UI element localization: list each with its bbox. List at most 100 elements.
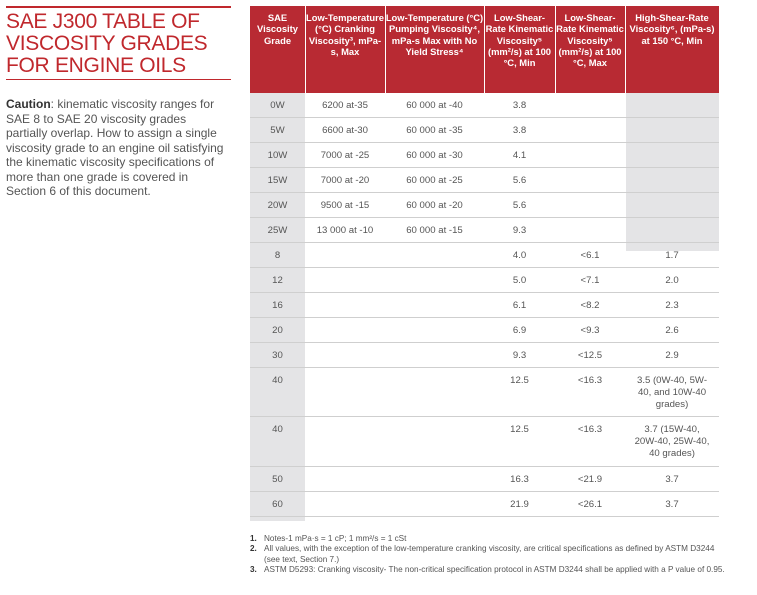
row-divider	[250, 292, 719, 293]
header-kv-max: Low-Shear-Rate Kinematic Viscosity⁵ (mm²…	[556, 12, 624, 69]
cell-pumping	[385, 293, 484, 300]
cell-grade: 40	[272, 375, 283, 386]
cell-kv-min: 12.5	[510, 375, 529, 386]
cell-pumping: 60 000 at -35	[406, 125, 463, 136]
row-divider	[250, 491, 719, 492]
cell-kv-min: 12.5	[510, 424, 529, 435]
cell-cranking	[305, 243, 385, 250]
cell-cranking: 7000 at -20	[320, 175, 370, 186]
cell-cranking: 7000 at -25	[320, 150, 370, 161]
table-row: 60 21.9 <26.1 3.7	[250, 492, 719, 517]
cell-kv-min: 5.0	[512, 275, 527, 286]
cell-kv-max	[555, 193, 625, 200]
table-row: 20 6.9 <9.3 2.6	[250, 318, 719, 343]
cell-kv-max: <16.3	[577, 375, 603, 386]
cell-kv-max: <7.1	[580, 275, 600, 286]
cell-kv-min: 4.0	[512, 250, 527, 261]
cell-hths	[625, 93, 719, 100]
table-row: 20W 9500 at -15 60 000 at -20 5.6	[250, 193, 719, 218]
cell-pumping: 60 000 at -30	[406, 150, 463, 161]
cell-kv-max	[555, 93, 625, 100]
cell-hths: 2.0	[665, 275, 679, 286]
cell-kv-min: 21.9	[510, 499, 529, 510]
cell-kv-max: <26.1	[577, 499, 603, 510]
cell-kv-min: 9.3	[512, 225, 527, 236]
table-row: 10W 7000 at -25 60 000 at -30 4.1	[250, 143, 719, 168]
cell-pumping: 60 000 at -25	[406, 175, 463, 186]
viscosity-grade-table: SAE Viscosity Grade Low-Temperature (°C) …	[250, 6, 719, 521]
cell-kv-min: 3.8	[512, 100, 527, 111]
cell-pumping	[385, 243, 484, 250]
cell-hths	[625, 143, 719, 150]
row-divider	[250, 516, 719, 517]
cell-hths	[625, 168, 719, 175]
cell-grade: 8	[274, 250, 281, 261]
footnote: 3. ASTM D5293: Cranking viscosity- The no…	[250, 565, 725, 575]
table-row: 12 5.0 <7.1 2.0	[250, 268, 719, 293]
row-divider	[250, 117, 719, 118]
cell-pumping: 60 000 at -15	[406, 225, 463, 236]
cell-grade: 10W	[267, 150, 288, 161]
cell-pumping	[385, 343, 484, 350]
cell-pumping: 60 000 at -40	[406, 100, 463, 111]
cell-cranking	[305, 417, 385, 424]
header-sae-grade: SAE Viscosity Grade	[257, 12, 298, 46]
cell-cranking	[305, 467, 385, 474]
table-header: SAE Viscosity Grade Low-Temperature (°C) …	[250, 6, 719, 93]
table-row: 40 12.5 <16.3 3.5 (0W-40, 5W-40, and 10W-40…	[250, 368, 719, 417]
footnotes: 1. Notes-1 mPa·s = 1 cP; 1 mm²/s = 1 cSt …	[250, 534, 730, 576]
cell-hths	[625, 193, 719, 200]
cell-hths: 3.5 (0W-40, 5W-40, and 10W-40 grades)	[636, 375, 708, 410]
cell-kv-min: 6.1	[512, 300, 527, 311]
header-pumping-viscosity: Low-Temperature (°C) Pumping Viscosity⁴,…	[385, 12, 484, 57]
table-row: 15W 7000 at -20 60 000 at -25 5.6	[250, 168, 719, 193]
footnote: 1. Notes-1 mPa·s = 1 cP; 1 mm²/s = 1 cSt	[250, 534, 407, 543]
row-divider	[250, 242, 719, 243]
cell-cranking	[305, 343, 385, 350]
table-row: 5W 6600 at-30 60 000 at -35 3.8	[250, 118, 719, 143]
row-divider	[250, 267, 719, 268]
cell-pumping	[385, 417, 484, 424]
table-row: 40 12.5 <16.3 3.7 (15W-40, 20W-40, 25W-40, …	[250, 417, 719, 467]
title-top-rule	[6, 6, 231, 8]
footnote: 2. All values, with the exception of the …	[250, 544, 715, 564]
table-row: 25W 13 000 at -10 60 000 at -15 9.3	[250, 218, 719, 243]
cell-kv-max	[555, 118, 625, 125]
header-kv-min: Low-Shear-Rate Kinematic Viscosity⁵ (mm²…	[485, 12, 554, 69]
cell-grade: 40	[272, 424, 283, 435]
cell-pumping	[385, 318, 484, 325]
hths-empty-shade	[626, 93, 719, 251]
cell-grade: 0W	[270, 100, 285, 111]
table-row: 0W 6200 at-35 60 000 at -40 3.8	[250, 93, 719, 118]
cell-cranking	[305, 318, 385, 325]
cell-kv-max: <8.2	[580, 300, 600, 311]
header-hths-min: High-Shear-Rate Viscosity⁶, (mPa-s) at 1…	[629, 12, 715, 46]
cell-cranking: 13 000 at -10	[316, 225, 374, 236]
cell-grade: 25W	[267, 225, 288, 236]
row-divider	[250, 367, 719, 368]
cell-hths: 2.9	[665, 350, 679, 361]
cell-pumping	[385, 492, 484, 499]
grade-column-shade	[250, 93, 305, 521]
table-row: 8 4.0 <6.1 1.7	[250, 243, 719, 268]
caution-paragraph: Caution: kinematic viscosity ranges for …	[6, 97, 228, 199]
cell-grade: 30	[272, 350, 283, 361]
cell-hths: 1.7	[665, 250, 679, 261]
cell-grade: 20	[272, 325, 283, 336]
cell-cranking	[305, 293, 385, 300]
row-divider	[250, 317, 719, 318]
cell-kv-min: 6.9	[512, 325, 527, 336]
cell-kv-max: <6.1	[580, 250, 600, 261]
cell-grade: 16	[272, 300, 283, 311]
cell-kv-max: <21.9	[577, 474, 603, 485]
cell-kv-min: 5.6	[512, 175, 527, 186]
cell-pumping	[385, 268, 484, 275]
cell-kv-min: 9.3	[512, 350, 527, 361]
cell-cranking	[305, 492, 385, 499]
table-row: 50 16.3 <21.9 3.7	[250, 467, 719, 492]
cell-hths: 3.7	[665, 499, 679, 510]
row-divider	[250, 416, 719, 417]
cell-hths: 2.3	[665, 300, 679, 311]
header-cranking-viscosity: Low-Temperature (°C) Cranking Viscosity³…	[306, 12, 384, 57]
cell-kv-max	[555, 218, 625, 225]
